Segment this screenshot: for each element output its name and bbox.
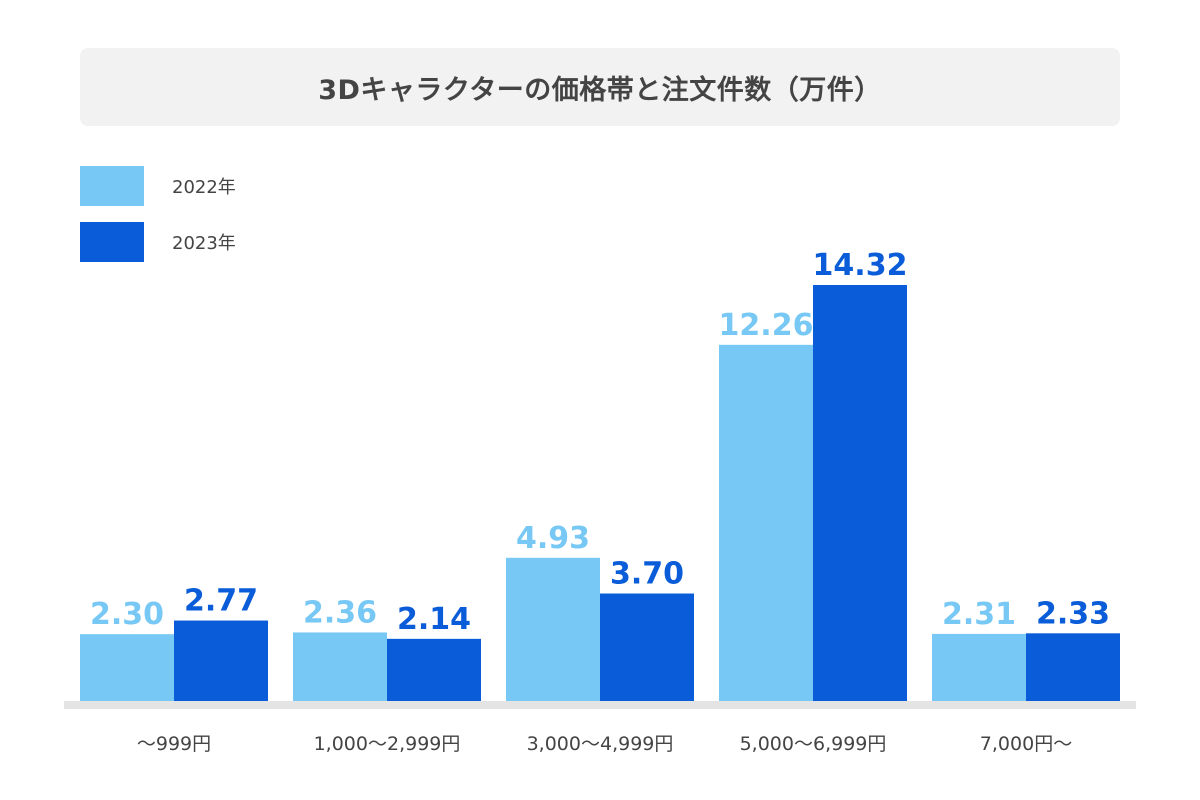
x-axis-baseline [64,701,1136,709]
bar-2022年-4 [932,633,1026,701]
data-label: 12.26 [719,308,814,343]
x-tick-label: 5,000〜6,999円 [740,733,887,755]
x-tick-label: 〜999円 [137,733,211,755]
data-label: 2.30 [90,597,164,632]
legend-label-2023: 2023年 [172,233,236,254]
bar-2023年-4 [1026,633,1120,701]
bar-2023年-0 [174,620,268,701]
data-label: 4.93 [516,521,590,556]
legend-item-2023: 2023年 [80,222,236,262]
data-label: 14.32 [813,248,908,283]
legend-swatch-2022 [80,166,144,206]
bar-2022年-2 [506,557,600,701]
x-tick-label: 3,000〜4,999円 [527,733,674,755]
data-label: 2.33 [1036,596,1110,631]
bar-2022年-3 [719,344,813,701]
bar-2022年-0 [80,634,174,701]
legend-item-2022: 2022年 [80,166,236,206]
data-label: 2.77 [184,584,258,619]
data-label: 2.31 [942,597,1016,632]
chart-title-box: 3Dキャラクターの価格帯と注文件数（万件） [80,48,1120,126]
data-label: 2.14 [397,602,471,637]
x-tick-label: 1,000〜2,999円 [314,733,461,755]
bar-2023年-3 [813,285,907,701]
bar-2023年-2 [600,593,694,701]
bar-2023年-1 [387,638,481,701]
chart-title: 3Dキャラクターの価格帯と注文件数（万件） [318,74,882,106]
legend-swatch-2023 [80,222,144,262]
x-tick-label: 7,000円〜 [980,733,1072,755]
bar-2022年-1 [293,632,387,701]
legend-label-2022: 2022年 [172,177,236,198]
data-label: 3.70 [610,557,684,592]
data-label: 2.36 [303,595,377,630]
